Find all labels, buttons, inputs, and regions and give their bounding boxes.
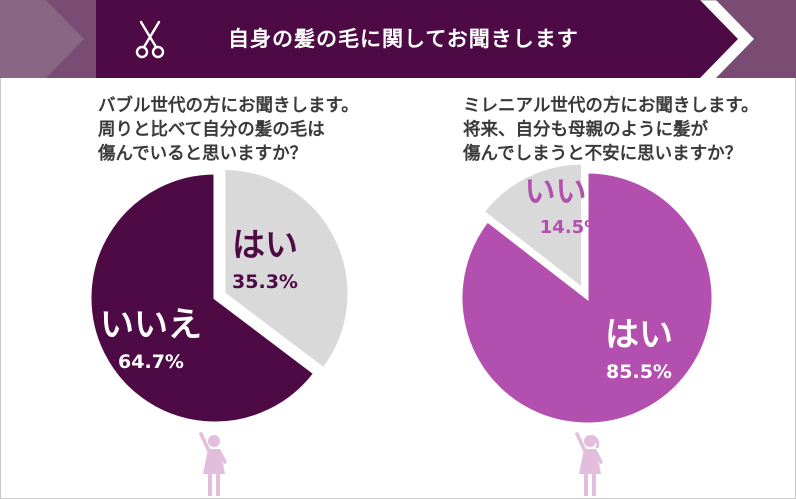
- pie-slice-no: [480, 161, 585, 293]
- slice-percent-label: 14.5%: [540, 217, 602, 238]
- question-line: 周りと比べて自分の髪の毛は: [98, 120, 325, 140]
- slice-percent-label: 64.7%: [118, 351, 184, 373]
- person-icon: [575, 432, 603, 496]
- question-line: 傷んでいると思いますか？: [98, 144, 308, 164]
- slice-label: いいえ: [525, 174, 618, 210]
- pie-slice-yes: [459, 170, 715, 426]
- pie-slice-no: [88, 171, 317, 425]
- page-title: 自身の髪の毛に関してお聞きします: [228, 27, 579, 51]
- question-line: ミレニアル世代の方にお聞きします。: [463, 96, 759, 116]
- header-banner: [0, 0, 796, 78]
- slice-percent-label: 35.3%: [232, 271, 298, 293]
- pie-slice-yes: [222, 167, 351, 372]
- question-millennial-generation: ミレニアル世代の方にお聞きします。 将来、自分も母親のように髪が 傷んでしまうと…: [463, 94, 759, 166]
- question-line: バブル世代の方にお聞きします。: [98, 96, 359, 116]
- question-bubble-generation: バブル世代の方にお聞きします。 周りと比べて自分の髪の毛は 傷んでいると思います…: [98, 94, 359, 166]
- person-icon: [199, 432, 227, 496]
- slice-percent-label: 85.5%: [606, 361, 672, 383]
- slice-label: はい: [232, 225, 298, 264]
- scissors-icon: [135, 20, 165, 59]
- slice-label: いいえ: [100, 305, 202, 345]
- question-line: 将来、自分も母親のように髪が: [463, 120, 708, 140]
- slice-label: はい: [605, 315, 673, 355]
- question-line: 傷んでしまうと不安に思いますか？: [463, 144, 743, 164]
